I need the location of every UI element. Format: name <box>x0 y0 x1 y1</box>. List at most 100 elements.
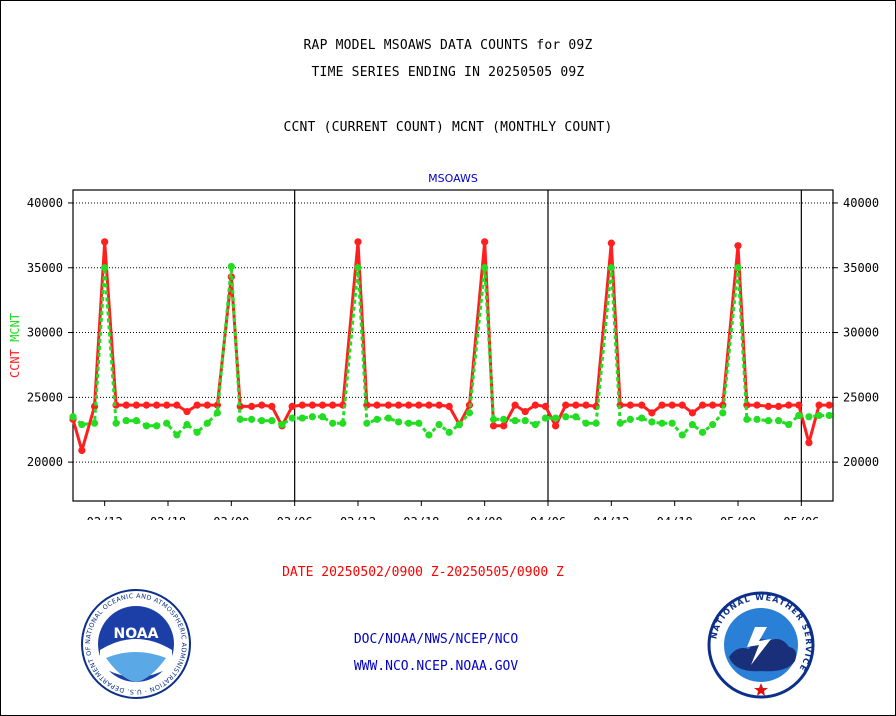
data-point-mcnt <box>183 420 191 429</box>
data-point-mcnt <box>329 419 337 427</box>
x-tick-label: 04/18 <box>657 515 693 520</box>
data-point-ccnt <box>288 402 296 411</box>
data-point-mcnt <box>298 414 306 422</box>
data-point-ccnt <box>541 402 550 411</box>
data-point-mcnt <box>163 419 171 427</box>
data-point-mcnt <box>592 419 600 427</box>
data-point-ccnt <box>308 401 316 409</box>
data-point-mcnt <box>638 414 646 422</box>
chart-subtitle: CCNT (CURRENT COUNT) MCNT (MONTHLY COUNT… <box>283 120 613 135</box>
data-point-mcnt <box>339 419 347 427</box>
chart-title-line-2: TIME SERIES ENDING IN 20250505 09Z <box>311 65 585 80</box>
data-point-ccnt <box>373 401 381 409</box>
data-point-mcnt <box>288 414 296 422</box>
line-chart: MSOAWS 20000 20000 25000 25000 30000 30000 3500… <box>8 172 879 520</box>
y-axis-label-ccnt: CCNT <box>8 349 22 378</box>
data-point-mcnt <box>489 415 498 423</box>
data-point-mcnt <box>373 415 381 423</box>
data-point-ccnt <box>142 401 151 409</box>
y-tick-label-left: 25000 <box>27 390 63 404</box>
data-point-ccnt <box>638 401 646 409</box>
data-point-mcnt <box>363 419 371 427</box>
y-tick-label-right: 20000 <box>843 455 879 469</box>
data-point-ccnt <box>795 401 803 409</box>
y-axis-label-mcnt: MCNT <box>8 313 22 349</box>
data-point-mcnt <box>562 413 570 421</box>
y-axis-label: CCNT MCNT <box>8 313 22 378</box>
data-point-mcnt <box>698 428 707 436</box>
data-point-mcnt <box>481 264 489 272</box>
data-point-ccnt <box>668 401 676 409</box>
data-point-ccnt <box>183 407 191 416</box>
x-tick-label: 04/06 <box>530 515 566 520</box>
data-point-ccnt <box>607 239 615 247</box>
data-point-mcnt <box>743 415 751 423</box>
data-point-ccnt <box>153 401 161 409</box>
data-point-ccnt <box>78 446 86 455</box>
data-point-ccnt <box>435 401 443 409</box>
data-point-ccnt <box>405 401 413 409</box>
data-point-mcnt <box>268 417 276 425</box>
data-point-mcnt <box>572 413 580 421</box>
data-point-ccnt <box>384 401 392 409</box>
data-point-ccnt <box>774 402 783 411</box>
data-point-mcnt <box>774 417 783 425</box>
data-point-ccnt <box>688 409 697 417</box>
data-point-ccnt <box>764 402 773 411</box>
x-tick-label: 03/06 <box>277 515 313 520</box>
data-point-mcnt <box>541 414 550 422</box>
data-point-mcnt <box>203 419 211 427</box>
y-tick-label-right: 40000 <box>843 196 879 210</box>
data-point-ccnt <box>678 401 686 409</box>
data-point-ccnt <box>648 409 656 417</box>
data-point-ccnt <box>354 238 362 246</box>
data-point-ccnt <box>805 439 813 447</box>
data-point-mcnt <box>658 419 666 427</box>
data-point-ccnt <box>815 401 823 409</box>
y-tick-label-left: 40000 <box>27 196 63 210</box>
data-point-mcnt <box>734 264 742 272</box>
data-point-mcnt <box>435 420 443 429</box>
data-point-mcnt <box>425 431 433 439</box>
data-point-mcnt <box>354 264 362 272</box>
data-point-mcnt <box>668 419 676 427</box>
data-point-ccnt <box>511 401 519 409</box>
x-tick-label: 04/12 <box>593 515 629 520</box>
x-tick-label: 02/12 <box>87 515 123 520</box>
data-point-mcnt <box>465 409 474 417</box>
y-tick-label-right: 25000 <box>843 390 879 404</box>
website: WWW.NCO.NCEP.NOAA.GOV <box>353 659 519 674</box>
data-point-mcnt <box>153 422 161 430</box>
data-point-mcnt <box>552 414 560 422</box>
y-tick-label-right: 35000 <box>843 261 879 275</box>
data-point-ccnt <box>500 422 508 430</box>
data-point-mcnt <box>69 413 77 421</box>
data-point-mcnt <box>384 414 392 422</box>
data-point-ccnt <box>258 401 266 409</box>
data-point-mcnt <box>616 419 624 427</box>
data-point-mcnt <box>112 419 120 427</box>
y-tick-label-left: 20000 <box>27 455 63 469</box>
data-point-mcnt <box>455 420 463 429</box>
data-point-mcnt <box>248 415 256 423</box>
data-point-ccnt <box>552 422 560 430</box>
y-tick-label-left: 35000 <box>27 261 63 275</box>
data-point-mcnt <box>709 420 717 429</box>
data-point-mcnt <box>531 420 539 429</box>
x-tick-label: 03/18 <box>403 515 439 520</box>
data-point-ccnt <box>531 401 539 409</box>
data-point-mcnt <box>90 419 99 427</box>
data-point-mcnt <box>308 413 316 421</box>
data-point-ccnt <box>193 401 201 409</box>
x-tick-label: 05/06 <box>783 515 819 520</box>
data-point-mcnt <box>648 418 656 426</box>
data-point-mcnt <box>258 417 266 425</box>
data-point-mcnt <box>785 420 793 429</box>
data-point-mcnt <box>795 411 803 420</box>
data-point-mcnt <box>78 420 86 429</box>
data-point-ccnt <box>132 401 140 409</box>
plot-frame <box>72 189 834 502</box>
data-point-mcnt <box>805 413 813 421</box>
x-tick-label: 05/00 <box>720 515 756 520</box>
data-point-mcnt <box>173 431 181 439</box>
